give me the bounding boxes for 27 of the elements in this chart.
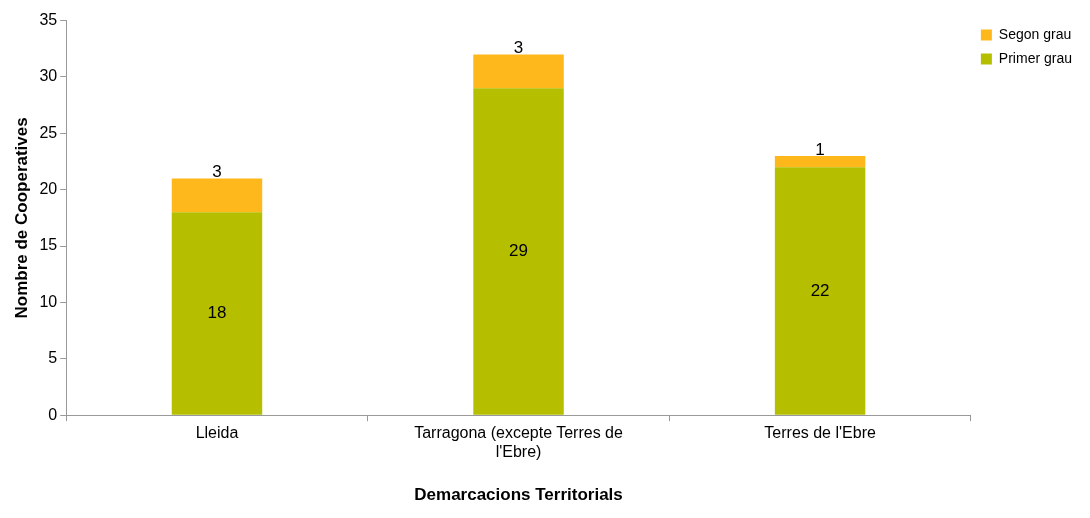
- y-axis-title: Nombre de Cooperatives: [11, 117, 31, 319]
- y-tick-label: 35: [39, 11, 58, 29]
- legend-label: Primer grau: [998, 49, 1073, 66]
- data-label: 3: [212, 162, 222, 182]
- data-label: 3: [513, 38, 524, 58]
- bar: [473, 88, 564, 415]
- bar: [171, 178, 263, 213]
- x-tick-label: Lleida: [195, 424, 239, 442]
- bar: [473, 54, 564, 89]
- y-tick-label: 30: [39, 67, 58, 85]
- y-tick-label: 5: [48, 349, 58, 367]
- x-tick-label: Terres de l'Ebre: [764, 424, 876, 442]
- y-tick-label: 15: [39, 236, 58, 254]
- data-label: 18: [207, 303, 227, 323]
- y-tick-label: 0: [48, 405, 58, 423]
- data-label: 22: [810, 280, 830, 300]
- data-label: 29: [509, 241, 528, 261]
- y-tick-label: 20: [39, 180, 58, 198]
- x-axis-title: Demarcacions Territorials: [414, 485, 623, 505]
- bar: [774, 167, 866, 415]
- bar: [774, 155, 866, 168]
- legend-label: Segon grau: [998, 25, 1072, 42]
- data-label: 1: [815, 139, 825, 159]
- bar: [171, 212, 263, 415]
- y-tick-label: 10: [39, 292, 58, 310]
- y-tick-label: 25: [39, 123, 58, 141]
- x-tick-label: Tarragona (excepte Terres de l'Ebre): [414, 424, 623, 461]
